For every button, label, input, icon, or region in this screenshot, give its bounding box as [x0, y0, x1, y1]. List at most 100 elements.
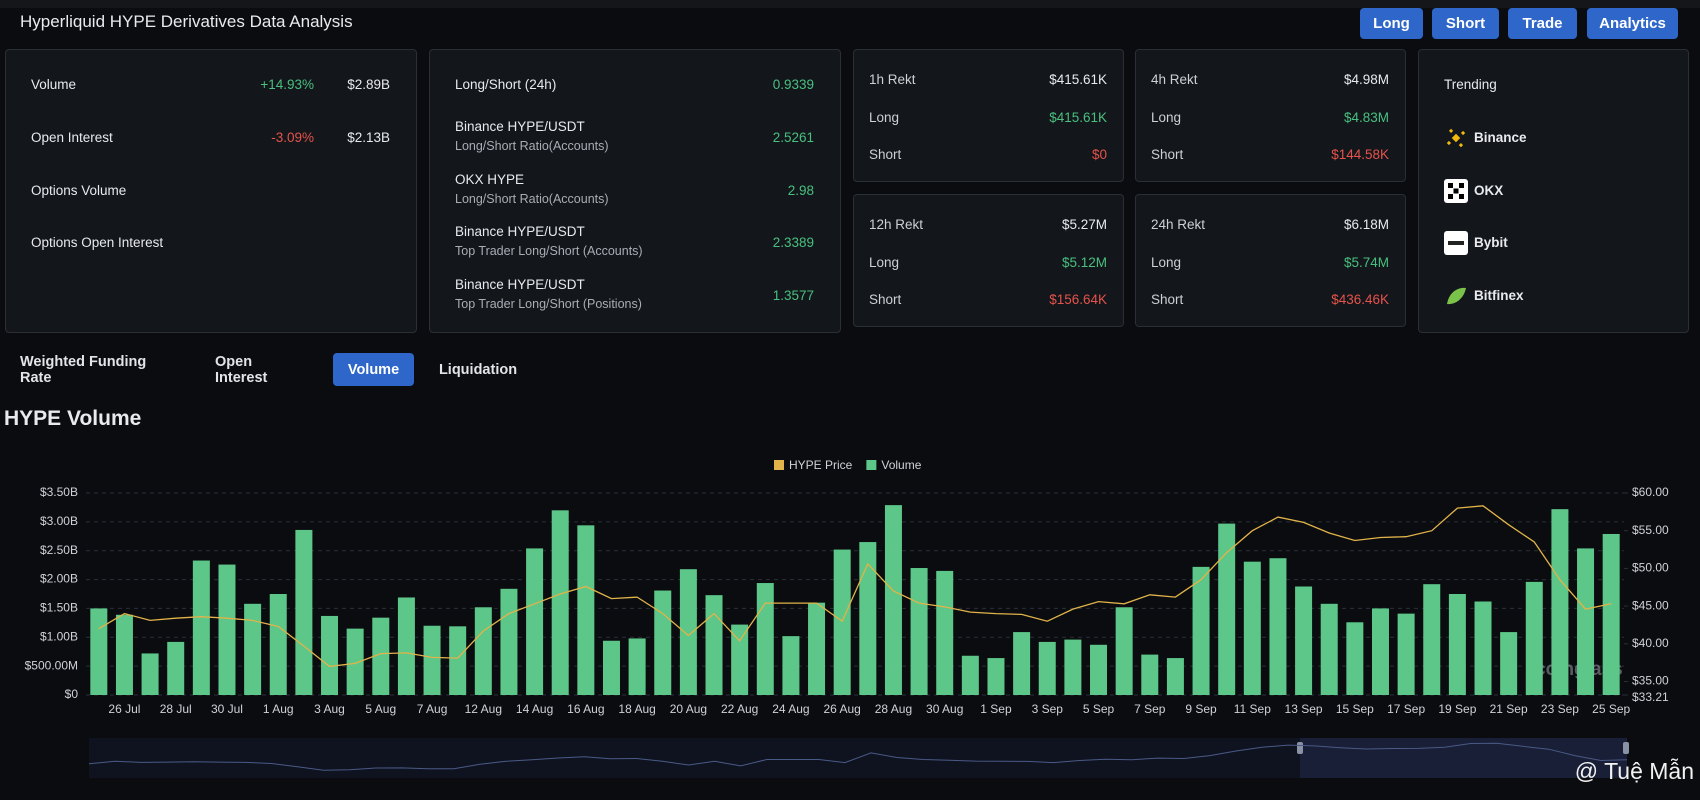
bar	[397, 597, 415, 695]
bar	[423, 625, 441, 695]
rekt-value: $5.12M	[1061, 254, 1107, 270]
x-tick-label: 26 Aug	[823, 702, 860, 716]
bar	[910, 568, 928, 695]
bar	[884, 505, 902, 695]
ratio-value: 2.98	[787, 183, 814, 198]
ratio-label: Binance HYPE/USDT	[455, 277, 585, 292]
bar	[731, 624, 749, 695]
bar	[1320, 603, 1338, 695]
bar	[500, 588, 518, 695]
y-tick-label: $0	[65, 687, 79, 701]
exchange-icon	[1444, 284, 1468, 308]
x-tick-label: 17 Sep	[1387, 702, 1425, 716]
icon	[1447, 287, 1466, 305]
rekt-panel	[1135, 49, 1406, 182]
exchange-name: Bybit	[1474, 235, 1508, 250]
x-tick-label: 1 Aug	[263, 702, 294, 716]
x-tick-label: 18 Aug	[618, 702, 655, 716]
bar	[474, 607, 492, 695]
header-button[interactable]: Analytics	[1587, 8, 1678, 39]
x-tick-label: 12 Aug	[465, 702, 502, 716]
x-tick-label: 22 Aug	[721, 702, 758, 716]
x-tick-label: 3 Aug	[314, 702, 345, 716]
bar	[449, 626, 467, 695]
bar	[141, 653, 159, 695]
bar	[295, 529, 313, 695]
icon	[1446, 128, 1466, 148]
bar	[782, 636, 800, 695]
x-tick-label: 3 Sep	[1032, 702, 1064, 716]
bar	[1295, 586, 1313, 695]
rekt-label: Short	[869, 147, 902, 162]
rekt-value: $5.27M	[1061, 217, 1107, 232]
ratio-sublabel: Top Trader Long/Short (Positions)	[455, 297, 642, 311]
rekt-value: $5.74M	[1343, 254, 1389, 270]
ratio-value: 2.5261	[772, 130, 814, 145]
rekt-label: Long	[1151, 254, 1182, 270]
chart-tab[interactable]: Weighted Funding Rate	[20, 353, 147, 386]
bar	[1551, 509, 1569, 695]
legend-label: HYPE Price	[789, 458, 853, 472]
bar	[1141, 654, 1159, 695]
y-tick-label: $2.50B	[40, 543, 78, 557]
header-button[interactable]: Long	[1360, 8, 1423, 39]
page-title: Hyperliquid HYPE Derivatives Data Analys…	[20, 12, 353, 31]
chart-tab[interactable]: Open Interest	[215, 353, 268, 386]
rekt-label: Short	[1151, 292, 1184, 307]
bar	[551, 510, 569, 695]
y2-tick-label: $55.00	[1632, 523, 1669, 537]
rekt-value: $4.83M	[1343, 109, 1389, 125]
rekt-value: $156.64K	[1049, 292, 1107, 307]
bar	[1064, 639, 1082, 695]
chart-tab[interactable]: Volume	[333, 353, 414, 386]
bar	[1423, 584, 1441, 695]
x-tick-label: 21 Sep	[1490, 702, 1528, 716]
bar	[602, 640, 620, 695]
rekt-value: $6.18M	[1343, 217, 1389, 232]
exchange-name: Bitfinex	[1474, 288, 1524, 303]
stat-value: $2.89B	[347, 77, 390, 92]
bar	[936, 570, 954, 695]
bar	[346, 628, 364, 695]
header-button[interactable]: Short	[1432, 8, 1499, 39]
bar	[1243, 561, 1261, 695]
trending-title: Trending	[1444, 77, 1497, 92]
stat-label: Volume	[31, 77, 77, 92]
bar	[321, 615, 339, 695]
y-tick-label: $1.50B	[40, 601, 78, 615]
bar	[1602, 533, 1620, 695]
rekt-label: Long	[869, 109, 900, 125]
header-button[interactable]: Trade	[1508, 8, 1577, 39]
watermark: @ Tuệ Mẫn	[1574, 758, 1694, 784]
slider-line	[88, 742, 1628, 771]
bar	[115, 614, 133, 695]
bar	[1474, 601, 1492, 695]
x-tick-label: 23 Sep	[1541, 702, 1579, 716]
bar	[833, 549, 851, 695]
bar	[961, 655, 979, 695]
top-strip	[0, 0, 1700, 8]
exchange-icon	[1444, 231, 1468, 255]
x-tick-label: 11 Sep	[1234, 702, 1271, 716]
bar	[1371, 608, 1389, 695]
bar	[1269, 558, 1287, 695]
y2-tick-label: $45.00	[1632, 598, 1669, 612]
ratio-sublabel: Long/Short Ratio(Accounts)	[455, 192, 609, 206]
rekt-label: Long	[1151, 109, 1182, 125]
rekt-value: $0	[1091, 147, 1107, 162]
bar	[1038, 641, 1056, 695]
x-tick-label: 28 Jul	[160, 702, 192, 716]
overview-panel	[5, 49, 417, 333]
rekt-label: 4h Rekt	[1151, 72, 1198, 87]
y-tick-label: $3.00B	[40, 514, 78, 528]
chart-tab[interactable]: Liquidation	[438, 361, 518, 378]
bar	[167, 641, 185, 695]
rekt-label: 12h Rekt	[869, 217, 924, 232]
slider-handle[interactable]	[1623, 742, 1629, 754]
y-tick-label: $2.00B	[40, 572, 78, 586]
x-tick-label: 30 Jul	[211, 702, 243, 716]
rekt-label: Short	[1151, 147, 1184, 162]
slider-handle[interactable]	[1297, 742, 1303, 754]
bar	[1346, 622, 1364, 695]
